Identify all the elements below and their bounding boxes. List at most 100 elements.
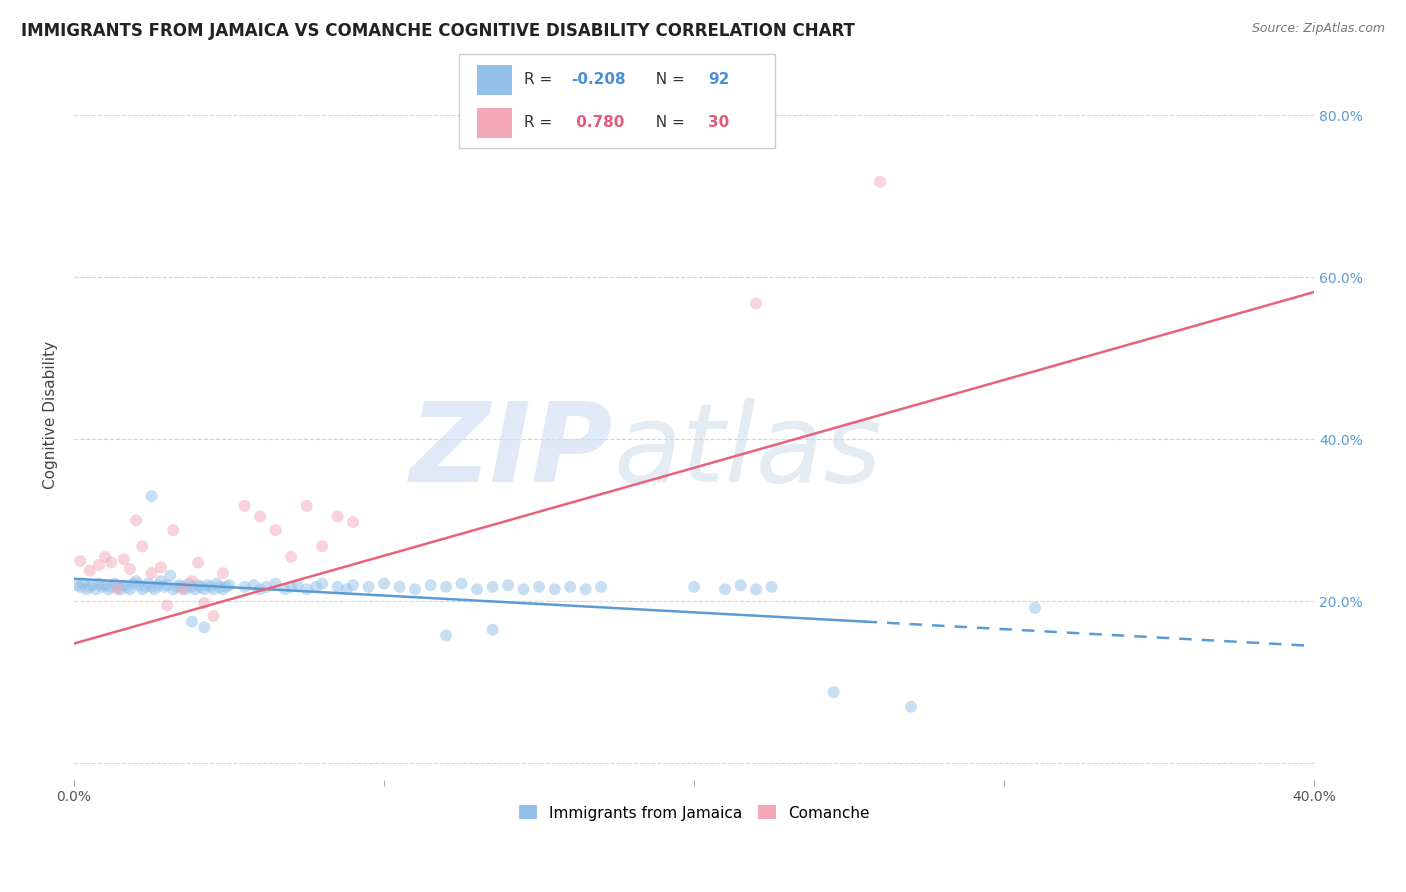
Point: [165, 580, 187, 594]
FancyBboxPatch shape: [477, 108, 512, 138]
Point: [311, 539, 333, 553]
Point: [342, 515, 364, 529]
Point: [169, 578, 191, 592]
Point: [512, 582, 534, 597]
Point: [336, 582, 359, 597]
Point: [404, 582, 426, 597]
Point: [388, 580, 411, 594]
Point: [218, 578, 240, 592]
Point: [177, 576, 200, 591]
FancyBboxPatch shape: [458, 54, 775, 148]
Point: [103, 576, 125, 591]
Text: 0.780: 0.780: [571, 115, 624, 130]
Point: [326, 509, 349, 524]
Point: [202, 609, 225, 624]
Point: [149, 574, 172, 589]
Point: [112, 552, 135, 566]
Point: [714, 582, 737, 597]
Point: [87, 576, 110, 591]
Point: [125, 513, 148, 527]
Point: [172, 580, 194, 594]
Point: [357, 580, 380, 594]
Point: [134, 580, 156, 594]
Point: [146, 578, 169, 592]
Text: N =: N =: [645, 115, 689, 130]
Point: [591, 580, 613, 594]
Point: [112, 578, 135, 592]
Point: [465, 582, 488, 597]
Point: [326, 580, 349, 594]
Point: [202, 582, 225, 597]
Point: [110, 582, 132, 597]
Point: [94, 578, 117, 592]
Point: [107, 580, 129, 594]
Point: [94, 549, 117, 564]
Point: [97, 582, 120, 597]
Point: [149, 560, 172, 574]
Point: [683, 580, 706, 594]
Text: -0.208: -0.208: [571, 72, 626, 87]
Point: [761, 580, 783, 594]
Point: [254, 580, 277, 594]
Point: [1024, 601, 1046, 615]
Point: [180, 615, 202, 629]
Point: [162, 523, 184, 537]
Point: [869, 175, 891, 189]
Y-axis label: Cognitive Disability: Cognitive Disability: [44, 341, 58, 489]
Point: [125, 574, 148, 589]
Point: [187, 578, 209, 592]
Text: atlas: atlas: [613, 398, 882, 505]
Point: [138, 576, 160, 591]
Point: [280, 580, 302, 594]
Point: [131, 539, 153, 553]
Point: [100, 556, 122, 570]
Point: [193, 596, 215, 610]
Point: [285, 578, 308, 592]
Text: R =: R =: [524, 72, 557, 87]
FancyBboxPatch shape: [477, 64, 512, 95]
Point: [434, 580, 457, 594]
Point: [79, 564, 101, 578]
Point: [481, 623, 503, 637]
Point: [280, 549, 302, 564]
Point: [575, 582, 598, 597]
Point: [311, 576, 333, 591]
Point: [193, 582, 215, 597]
Point: [141, 489, 163, 503]
Point: [200, 580, 222, 594]
Point: [172, 582, 194, 597]
Point: [122, 576, 145, 591]
Point: [128, 578, 150, 592]
Point: [82, 578, 104, 592]
Text: R =: R =: [524, 115, 557, 130]
Point: [190, 580, 212, 594]
Point: [197, 578, 219, 592]
Point: [249, 509, 271, 524]
Point: [91, 580, 114, 594]
Point: [900, 699, 922, 714]
Point: [84, 582, 107, 597]
Point: [118, 582, 141, 597]
Point: [107, 582, 129, 597]
Point: [233, 580, 256, 594]
Point: [730, 578, 752, 592]
Point: [193, 620, 215, 634]
Point: [174, 582, 197, 597]
Point: [373, 576, 395, 591]
Point: [87, 558, 110, 572]
Point: [481, 580, 503, 594]
Point: [156, 578, 179, 592]
Point: [184, 582, 207, 597]
Point: [450, 576, 472, 591]
Point: [295, 499, 318, 513]
Point: [212, 582, 235, 597]
Point: [153, 580, 176, 594]
Point: [131, 582, 153, 597]
Point: [264, 576, 287, 591]
Point: [187, 556, 209, 570]
Point: [305, 580, 328, 594]
Point: [208, 580, 231, 594]
Point: [159, 568, 181, 582]
Text: Source: ZipAtlas.com: Source: ZipAtlas.com: [1251, 22, 1385, 36]
Point: [233, 499, 256, 513]
